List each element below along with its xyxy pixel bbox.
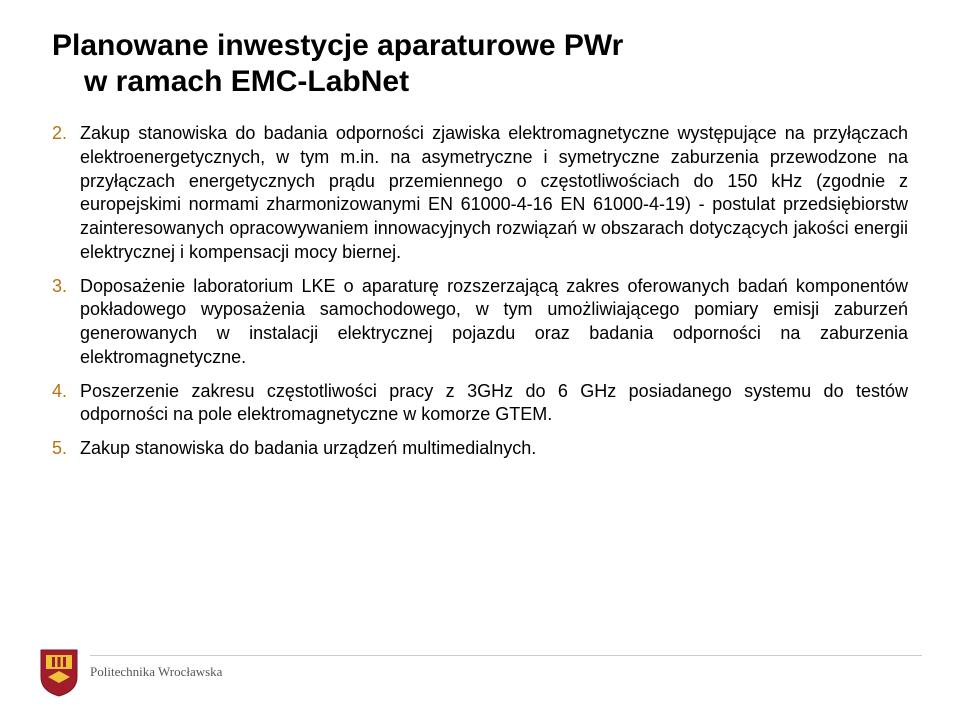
list-item-text: Zakup stanowiska do badania odporności z… (80, 123, 908, 262)
numbered-list: Zakup stanowiska do badania odporności z… (52, 122, 908, 461)
footer: Politechnika Wrocławska (38, 647, 222, 697)
title-line-2: w ramach EMC-LabNet (52, 64, 908, 100)
list-item: Zakup stanowiska do badania urządzeń mul… (52, 437, 908, 461)
list-item: Poszerzenie zakresu częstotliwości pracy… (52, 380, 908, 428)
list-item: Doposażenie laboratorium LKE o aparaturę… (52, 275, 908, 370)
slide-container: Planowane inwestycje aparaturowe PWr w r… (0, 0, 960, 719)
slide-title: Planowane inwestycje aparaturowe PWr w r… (52, 28, 908, 100)
list-item: Zakup stanowiska do badania odporności z… (52, 122, 908, 265)
list-item-text: Zakup stanowiska do badania urządzeń mul… (80, 438, 536, 458)
list-item-text: Doposażenie laboratorium LKE o aparaturę… (80, 276, 908, 367)
list-item-text: Poszerzenie zakresu częstotliwości pracy… (80, 381, 908, 425)
title-line-1: Planowane inwestycje aparaturowe PWr (52, 29, 623, 62)
university-crest-icon (38, 647, 80, 697)
university-name: Politechnika Wrocławska (90, 664, 222, 680)
